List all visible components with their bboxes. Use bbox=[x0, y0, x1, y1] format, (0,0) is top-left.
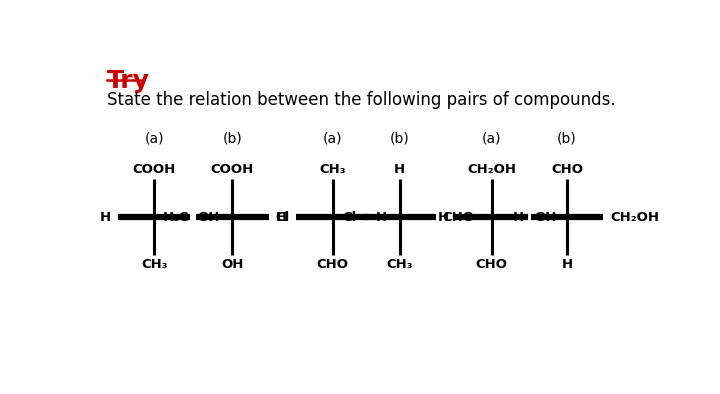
Text: H: H bbox=[562, 258, 572, 271]
Text: H: H bbox=[275, 211, 287, 224]
Text: Cl: Cl bbox=[343, 211, 356, 224]
Text: CH₃: CH₃ bbox=[141, 258, 168, 271]
Text: (a): (a) bbox=[323, 132, 343, 146]
Text: CHO: CHO bbox=[476, 258, 508, 271]
Text: (a): (a) bbox=[482, 132, 502, 146]
Text: H: H bbox=[513, 211, 524, 224]
Text: State the relation between the following pairs of compounds.: State the relation between the following… bbox=[107, 91, 616, 109]
Text: (b): (b) bbox=[222, 132, 242, 146]
Text: COOH: COOH bbox=[211, 163, 254, 176]
Text: (a): (a) bbox=[145, 132, 164, 146]
Text: OH: OH bbox=[221, 258, 243, 271]
Text: H: H bbox=[100, 211, 111, 224]
Text: (b): (b) bbox=[390, 132, 410, 146]
Text: CH₃: CH₃ bbox=[387, 258, 413, 271]
Text: CH₂OH: CH₂OH bbox=[610, 211, 659, 224]
Text: Try: Try bbox=[107, 69, 150, 93]
Text: CHO: CHO bbox=[443, 211, 474, 224]
Text: (b): (b) bbox=[557, 132, 577, 146]
Text: H₃C: H₃C bbox=[163, 211, 189, 224]
Text: COOH: COOH bbox=[132, 163, 176, 176]
Text: CH₃: CH₃ bbox=[320, 163, 346, 176]
Text: Cl: Cl bbox=[276, 211, 289, 224]
Text: H: H bbox=[438, 211, 449, 224]
Text: CHO: CHO bbox=[551, 163, 583, 176]
Text: CHO: CHO bbox=[317, 258, 348, 271]
Text: H: H bbox=[376, 211, 387, 224]
Text: CH₂OH: CH₂OH bbox=[467, 163, 516, 176]
Text: OH: OH bbox=[535, 211, 557, 224]
Text: H: H bbox=[394, 163, 405, 176]
Text: OH: OH bbox=[197, 211, 220, 224]
